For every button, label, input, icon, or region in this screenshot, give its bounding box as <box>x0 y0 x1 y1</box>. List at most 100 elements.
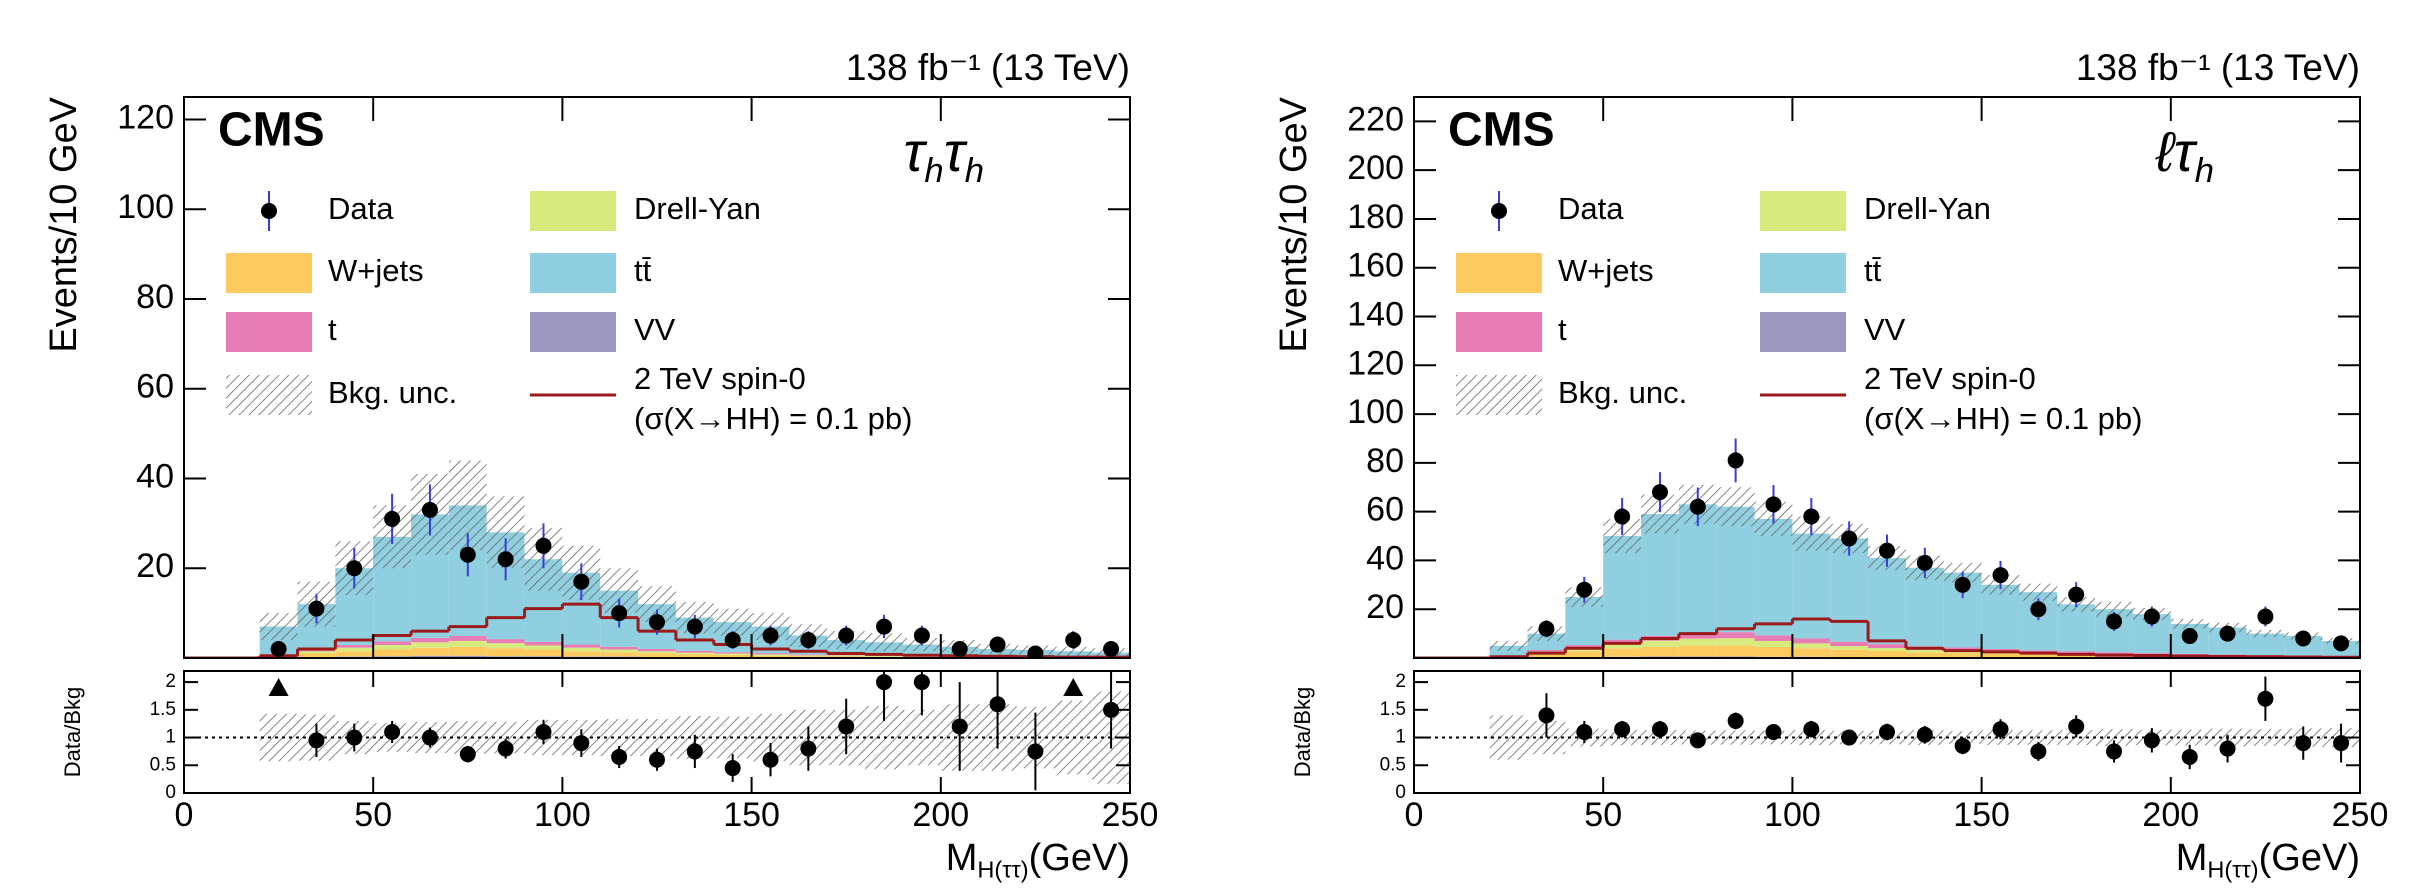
uncertainty-band <box>1054 646 1093 656</box>
stack-bar <box>1943 652 1982 658</box>
y-tick-label: 80 <box>1366 442 1404 480</box>
ratio-plot <box>1414 676 2360 770</box>
stack-bar <box>1792 533 1831 639</box>
ratio-y-tick-label: 0 <box>165 782 176 803</box>
stack-bar <box>1603 643 1642 649</box>
stack-bar <box>1641 640 1679 647</box>
data-point <box>1614 508 1631 525</box>
stack-bar <box>524 645 563 650</box>
ratio-point <box>989 696 1006 713</box>
ratio-point <box>876 674 893 691</box>
stack-bar <box>448 640 487 647</box>
stack-bar <box>1603 648 1642 657</box>
uncertainty-band <box>1489 640 1528 651</box>
ratio-point <box>1576 724 1593 740</box>
stack-bar <box>675 650 714 653</box>
ratio-point <box>2219 740 2236 757</box>
ratio-point <box>1916 726 1933 743</box>
ratio-point <box>2333 735 2350 752</box>
channel-label-sub: h <box>965 152 984 190</box>
ratio-point <box>1689 732 1706 749</box>
data-point <box>686 618 703 635</box>
x-tick-label: 250 <box>1102 796 1159 834</box>
legend-swatch <box>1760 312 1846 352</box>
x-tick-label: 50 <box>1584 796 1622 834</box>
stack-bar <box>1868 650 1906 658</box>
y-tick-label: 60 <box>136 368 174 406</box>
stack-bar <box>335 644 374 648</box>
ratio-point <box>1538 707 1555 724</box>
ratio-point <box>308 732 325 749</box>
uncertainty-band <box>1716 487 1755 527</box>
stack-bar <box>411 637 449 643</box>
legend-label: tt̄ <box>1864 253 1882 288</box>
uncertainty-band <box>2246 629 2285 638</box>
x-tick-label: 200 <box>2142 796 2199 834</box>
stack-bar <box>1868 647 1906 651</box>
data-point <box>270 641 287 658</box>
data-point <box>1027 645 1044 658</box>
ratio-offscale-marker <box>1063 678 1084 696</box>
ratio-point <box>535 724 552 740</box>
ratio-point <box>2295 735 2312 752</box>
stack-bar <box>448 655 487 658</box>
stack-bar <box>713 654 752 658</box>
stack-bar <box>751 655 790 658</box>
stack-bar <box>524 649 563 657</box>
legend-label: (σ(X→HH) = 0.1 pb) <box>1864 401 2142 436</box>
legend-label: 2 TeV spin-0 <box>1864 361 2036 396</box>
legend-swatch <box>1456 375 1542 415</box>
stack-bar <box>1830 641 1869 647</box>
legend-label: Data <box>328 191 394 226</box>
ratio-y-tick-label: 0.5 <box>150 754 176 775</box>
ratio-uncertainty-band <box>1716 730 1755 745</box>
data-point <box>535 537 552 554</box>
stack-bar <box>2019 654 2058 658</box>
stack-bar <box>638 649 676 652</box>
stack-bar <box>1716 632 1755 639</box>
legend-swatch <box>226 312 312 352</box>
ratio-point <box>762 751 779 768</box>
uncertainty-band <box>259 613 298 641</box>
legend-label: VV <box>634 312 676 347</box>
stack-bar <box>1868 557 1906 645</box>
stack-bar <box>1678 638 1717 646</box>
data-point <box>497 551 514 568</box>
data-point <box>1065 632 1082 649</box>
stack-bar <box>675 652 714 655</box>
legend-swatch <box>226 253 312 293</box>
legend-label: Bkg. unc. <box>1558 375 1687 410</box>
stack-bar <box>562 651 601 657</box>
legend-label: t <box>328 312 337 347</box>
data-point <box>1879 542 1895 559</box>
data-point <box>1103 641 1120 658</box>
x-tick-label: 150 <box>723 796 780 834</box>
stack-bar <box>297 653 336 658</box>
x-axis-label-part: M <box>2176 837 2208 879</box>
ratio-y-axis-label: Data/Bkg <box>60 687 85 778</box>
y-tick-label: 220 <box>1347 100 1404 138</box>
ratio-y-tick-label: 0.5 <box>1380 754 1406 775</box>
stack-bar <box>713 652 752 654</box>
stack-bar <box>789 655 828 657</box>
y-axis-label: Events/10 GeV <box>1273 96 1315 352</box>
channel-label-part: τ <box>944 120 968 183</box>
stack-bar <box>1754 635 1793 641</box>
legend-label: t <box>1558 312 1567 347</box>
stack-bar <box>448 646 487 656</box>
stack-bar <box>2057 604 2096 652</box>
ratio-point <box>1103 701 1120 718</box>
data-point <box>913 627 930 644</box>
data-point <box>2295 630 2312 647</box>
ratio-point <box>1727 712 1744 729</box>
legend-label: (σ(X→HH) = 0.1 pb) <box>634 401 912 436</box>
ratio-uncertainty-band <box>2170 729 2209 746</box>
ratio-point <box>2068 718 2085 735</box>
y-tick-label: 200 <box>1347 149 1404 187</box>
stack-bar <box>1981 584 2020 649</box>
stack-bar <box>373 641 412 645</box>
x-tick-label: 250 <box>2332 796 2389 834</box>
legend-swatch <box>1456 312 1542 352</box>
experiment-label: CMS <box>1448 104 1555 157</box>
stack-bar <box>335 647 374 652</box>
